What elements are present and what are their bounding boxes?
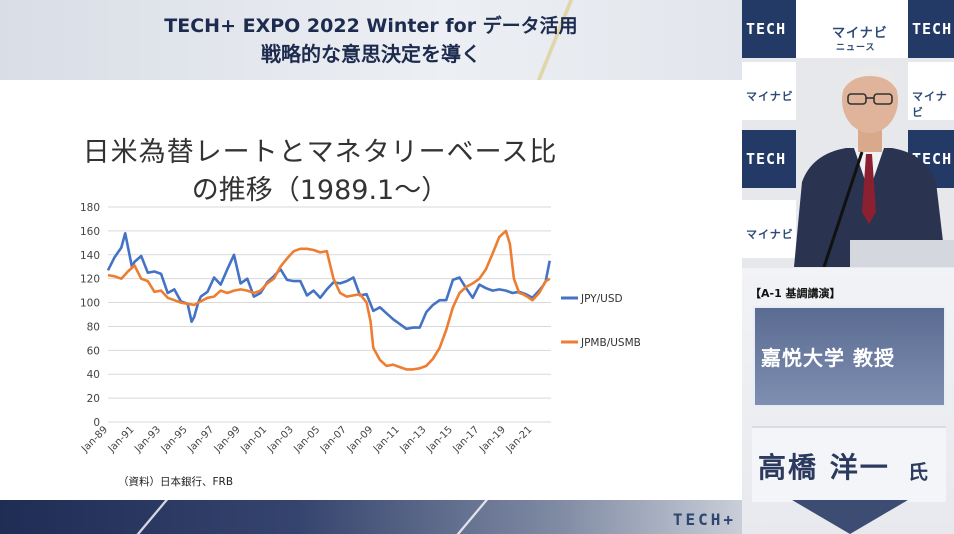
x-tick-label: Jan-93: [132, 424, 163, 455]
x-tick-label: Jan-99: [212, 424, 243, 455]
backdrop-tile: TECH: [742, 0, 796, 58]
source-note: （資料）日本銀行、FRB: [118, 476, 234, 488]
backdrop-tile: TECH: [742, 130, 796, 188]
backdrop-tile: TECH: [908, 0, 954, 58]
x-tick-label: Jan-13: [398, 424, 429, 455]
chart-title-line-1: 日米為替レートとマネタリーベース比: [82, 137, 558, 168]
slide-header: TECH+ EXPO 2022 Winter for データ活用 戦略的な意思決…: [0, 0, 742, 80]
x-tick-label: Jan-91: [106, 424, 137, 455]
series-line-1: [106, 232, 551, 331]
tech-logo-text: TECH: [746, 20, 787, 38]
x-tick-label: Jan-11: [371, 424, 402, 455]
x-tick-label: Jan-07: [318, 424, 349, 455]
legend-label: JPY/USD: [580, 293, 623, 305]
y-tick-label: 120: [80, 274, 100, 286]
x-tick-label: Jan-19: [477, 424, 508, 455]
y-tick-label: 0: [93, 417, 100, 429]
x-tick-label: Jan-01: [238, 424, 269, 455]
x-tick-label: Jan-95: [159, 424, 190, 455]
tech-logo-text: TECH: [912, 20, 953, 38]
speaker-figure: [794, 66, 954, 267]
footer-slash: [131, 500, 172, 534]
x-tick-label: Jan-17: [451, 424, 482, 455]
event-title: TECH+ EXPO 2022 Winter for データ活用: [164, 15, 578, 37]
speaker-honorific: 氏: [908, 460, 928, 484]
y-tick-label: 160: [80, 226, 100, 238]
x-tick-label: Jan-09: [344, 424, 375, 455]
backdrop-tile: マイナビ: [742, 62, 796, 120]
x-tick-label: Jan-97: [185, 424, 216, 455]
footer-logo: TECH+: [672, 510, 736, 529]
y-tick-label: 80: [87, 321, 100, 333]
y-tick-label: 20: [87, 393, 100, 405]
backdrop-tile: マイナビニュース: [796, 0, 908, 58]
chart-title-line-2: の推移（1989.1〜）: [191, 175, 449, 206]
speaker-name: 高橋 洋一: [758, 451, 890, 484]
x-tick-label: Jan-05: [291, 424, 322, 455]
y-tick-label: 180: [80, 202, 100, 214]
speaker-role-box: 嘉悦大学 教授: [753, 306, 946, 407]
footer-slash: [451, 500, 492, 534]
mynavi-logo-text: マイナビ: [746, 90, 794, 103]
y-tick-label: 100: [80, 298, 100, 310]
chevron-down-icon: [792, 500, 908, 534]
legend-label: JPMB/USMB: [580, 337, 641, 349]
footer-band: TECH+: [0, 500, 742, 534]
mynavi-logo-sub: ニュース: [836, 43, 876, 53]
tech-logo-text: TECH: [746, 150, 787, 168]
y-tick-label: 40: [87, 369, 100, 381]
session-label: 【A-1 基調講演】: [750, 287, 841, 300]
y-tick-label: 140: [80, 250, 100, 262]
x-tick-label: Jan-15: [424, 424, 455, 455]
backdrop-tile: マイナビ: [742, 200, 796, 258]
speaker-role: 嘉悦大学 教授: [761, 346, 895, 370]
y-tick-label: 60: [87, 345, 100, 357]
line-chart: 020406080100120140160180Jan-89Jan-91Jan-…: [79, 202, 641, 455]
mynavi-logo-text: マイナビ: [912, 90, 948, 119]
slide-content: 日米為替レートとマネタリーベース比 の推移（1989.1〜） 0 20 40 60 80…: [0, 80, 742, 500]
x-tick-label: Jan-21: [504, 424, 535, 455]
mynavi-logo-text: マイナビ: [746, 228, 794, 241]
backdrop-tile: マイナビ: [908, 62, 954, 120]
x-tick-label: Jan-03: [265, 424, 296, 455]
series-line-2: [107, 229, 551, 371]
mynavi-logo-text: マイナビ: [832, 26, 888, 41]
event-subtitle: 戦略的な意思決定を導く: [261, 42, 481, 66]
speaker-name-box: 高橋 洋一 氏: [752, 426, 946, 502]
